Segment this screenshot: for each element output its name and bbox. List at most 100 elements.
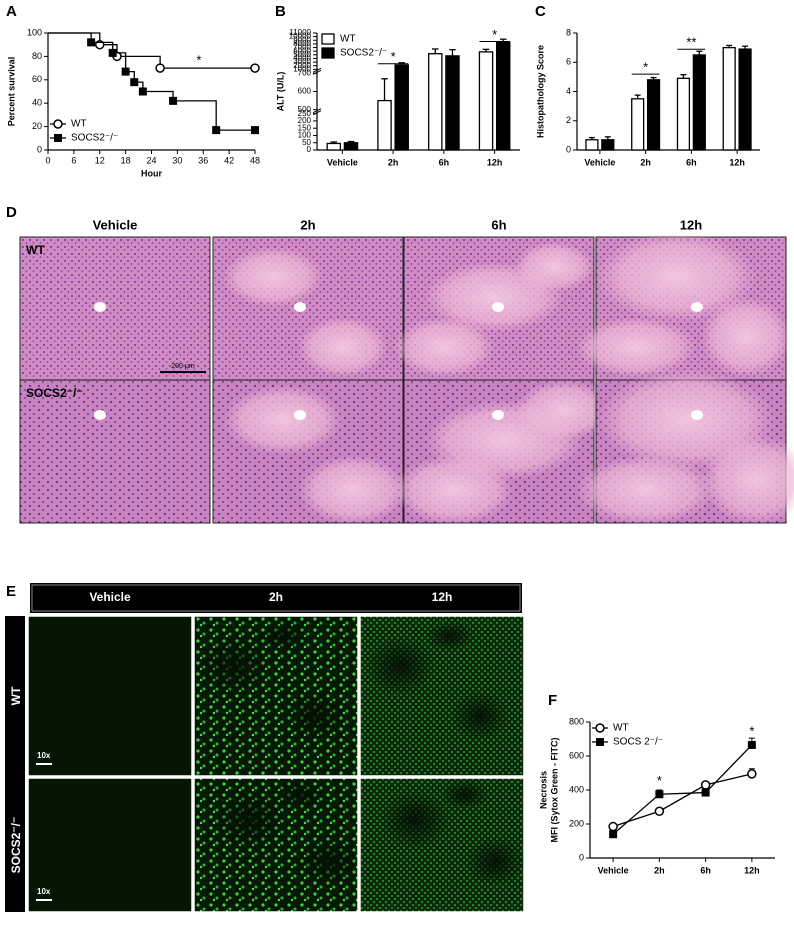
necrotic-area: [514, 242, 594, 292]
legend-marker: [54, 134, 62, 142]
y-axis-label: MFI (Sytox Green - FITC): [549, 737, 559, 842]
panel-letter: A: [6, 3, 17, 20]
bar: [692, 54, 706, 151]
empty-area: [284, 691, 344, 741]
x-tick-label: 6: [71, 155, 76, 165]
bar: [676, 77, 691, 151]
marker: [700, 780, 711, 790]
row-label: WT: [26, 243, 45, 257]
bar: [445, 55, 460, 151]
marker: [130, 78, 139, 87]
annotation: *: [391, 49, 396, 64]
bar: [738, 48, 752, 151]
x-tick-label: Vehicle: [327, 157, 358, 167]
necrotic-area: [394, 455, 514, 525]
y-tick-label: 700: [298, 68, 312, 77]
x-tick-label: 6h: [686, 157, 697, 167]
empty-area: [380, 789, 450, 850]
y-tick-label: 8: [566, 27, 571, 37]
chart-panel: F 0 200 400 600 800 Necrosis MFI (Sytox Green -…: [538, 692, 775, 875]
y-tick-label: 200: [569, 818, 584, 828]
column-header: 12h: [432, 590, 453, 604]
y-tick-label: 7000: [293, 43, 311, 52]
vessel: [294, 302, 306, 312]
legend-label: SOCS2⁻/⁻: [340, 48, 387, 59]
marker: [155, 63, 165, 73]
necrotic-area: [701, 435, 794, 525]
x-tick-label: Vehicle: [598, 865, 629, 875]
annotation: *: [492, 27, 497, 42]
column-header: 2h: [300, 217, 315, 232]
y-tick-label: 4000: [293, 54, 311, 63]
necrotic-area: [223, 247, 323, 307]
y-tick-label: 20: [32, 121, 42, 131]
necrotic-area: [223, 385, 343, 455]
y-tick-label: 4: [566, 86, 571, 96]
chart-panel: C 0 2 4 6 8 Histopathology Score Vehicle 2h 6h 12h…: [535, 3, 760, 167]
bar: [495, 41, 511, 151]
x-tick-label: 2h: [640, 157, 651, 167]
annotation: *: [657, 773, 662, 788]
y-tick-label: 6000: [293, 46, 311, 55]
x-tick-label: 6h: [700, 865, 711, 875]
y-tick-label: 9000: [293, 35, 311, 44]
legend-marker: [53, 119, 63, 129]
marker: [609, 830, 618, 839]
legend-label: WT: [71, 119, 87, 130]
y-tick-label: 0: [307, 145, 312, 154]
marker: [212, 126, 221, 135]
empty-area: [299, 836, 359, 887]
y-tick-label: 100: [27, 27, 42, 37]
panel-letter: E: [6, 583, 16, 600]
bar: [343, 142, 359, 151]
x-tick-label: 2h: [388, 157, 399, 167]
marker: [251, 126, 259, 135]
header-border: [31, 584, 521, 612]
y-tick-label: 150: [298, 123, 312, 132]
empty-area: [274, 779, 324, 810]
y-tick-label: 600: [298, 87, 312, 96]
y-tick-label: 1000: [293, 64, 311, 73]
necrotic-area: [394, 317, 494, 377]
vessel: [294, 410, 306, 420]
y-tick-label: 500: [298, 105, 312, 114]
y-tick-label: 800: [569, 716, 584, 726]
x-tick-label: Vehicle: [584, 157, 615, 167]
bar: [601, 139, 615, 151]
y-tick-label: 200: [298, 116, 312, 125]
micrograph: [27, 777, 193, 913]
empty-area: [365, 636, 435, 696]
annotation: **: [686, 35, 696, 50]
x-tick-label: 18: [121, 155, 131, 165]
marker: [121, 67, 130, 76]
y-tick-label: 250: [298, 109, 312, 118]
bar: [646, 79, 661, 151]
bar: [428, 53, 443, 151]
marker: [169, 96, 178, 105]
row-bar: [5, 616, 25, 912]
x-tick-label: 30: [172, 155, 182, 165]
bar: [478, 51, 494, 151]
necrotic-area: [298, 455, 408, 525]
legend-swatch: [321, 47, 335, 59]
legend-marker: [595, 723, 605, 733]
marker: [250, 63, 260, 73]
y-axis-label: Necrosis: [538, 771, 548, 809]
necrotic-area: [514, 380, 614, 440]
y-axis-label: Percent survival: [6, 57, 16, 127]
annotation: *: [643, 60, 648, 75]
empty-area: [440, 779, 490, 810]
x-tick-label: 12h: [729, 157, 745, 167]
empty-area: [214, 789, 284, 850]
survival-line: [48, 32, 255, 131]
y-axis-label: Histopathology Score: [535, 45, 545, 138]
x-tick-label: 48: [250, 155, 260, 165]
y-tick-label: 2: [566, 115, 571, 125]
marker: [87, 38, 96, 47]
necrotic-area: [596, 232, 756, 322]
y-tick-label: 10000: [289, 32, 312, 41]
y-tick-label: 600: [569, 750, 584, 760]
x-tick-label: 12h: [744, 865, 760, 875]
bar: [585, 139, 599, 151]
magnification-label: 10x: [37, 887, 51, 896]
